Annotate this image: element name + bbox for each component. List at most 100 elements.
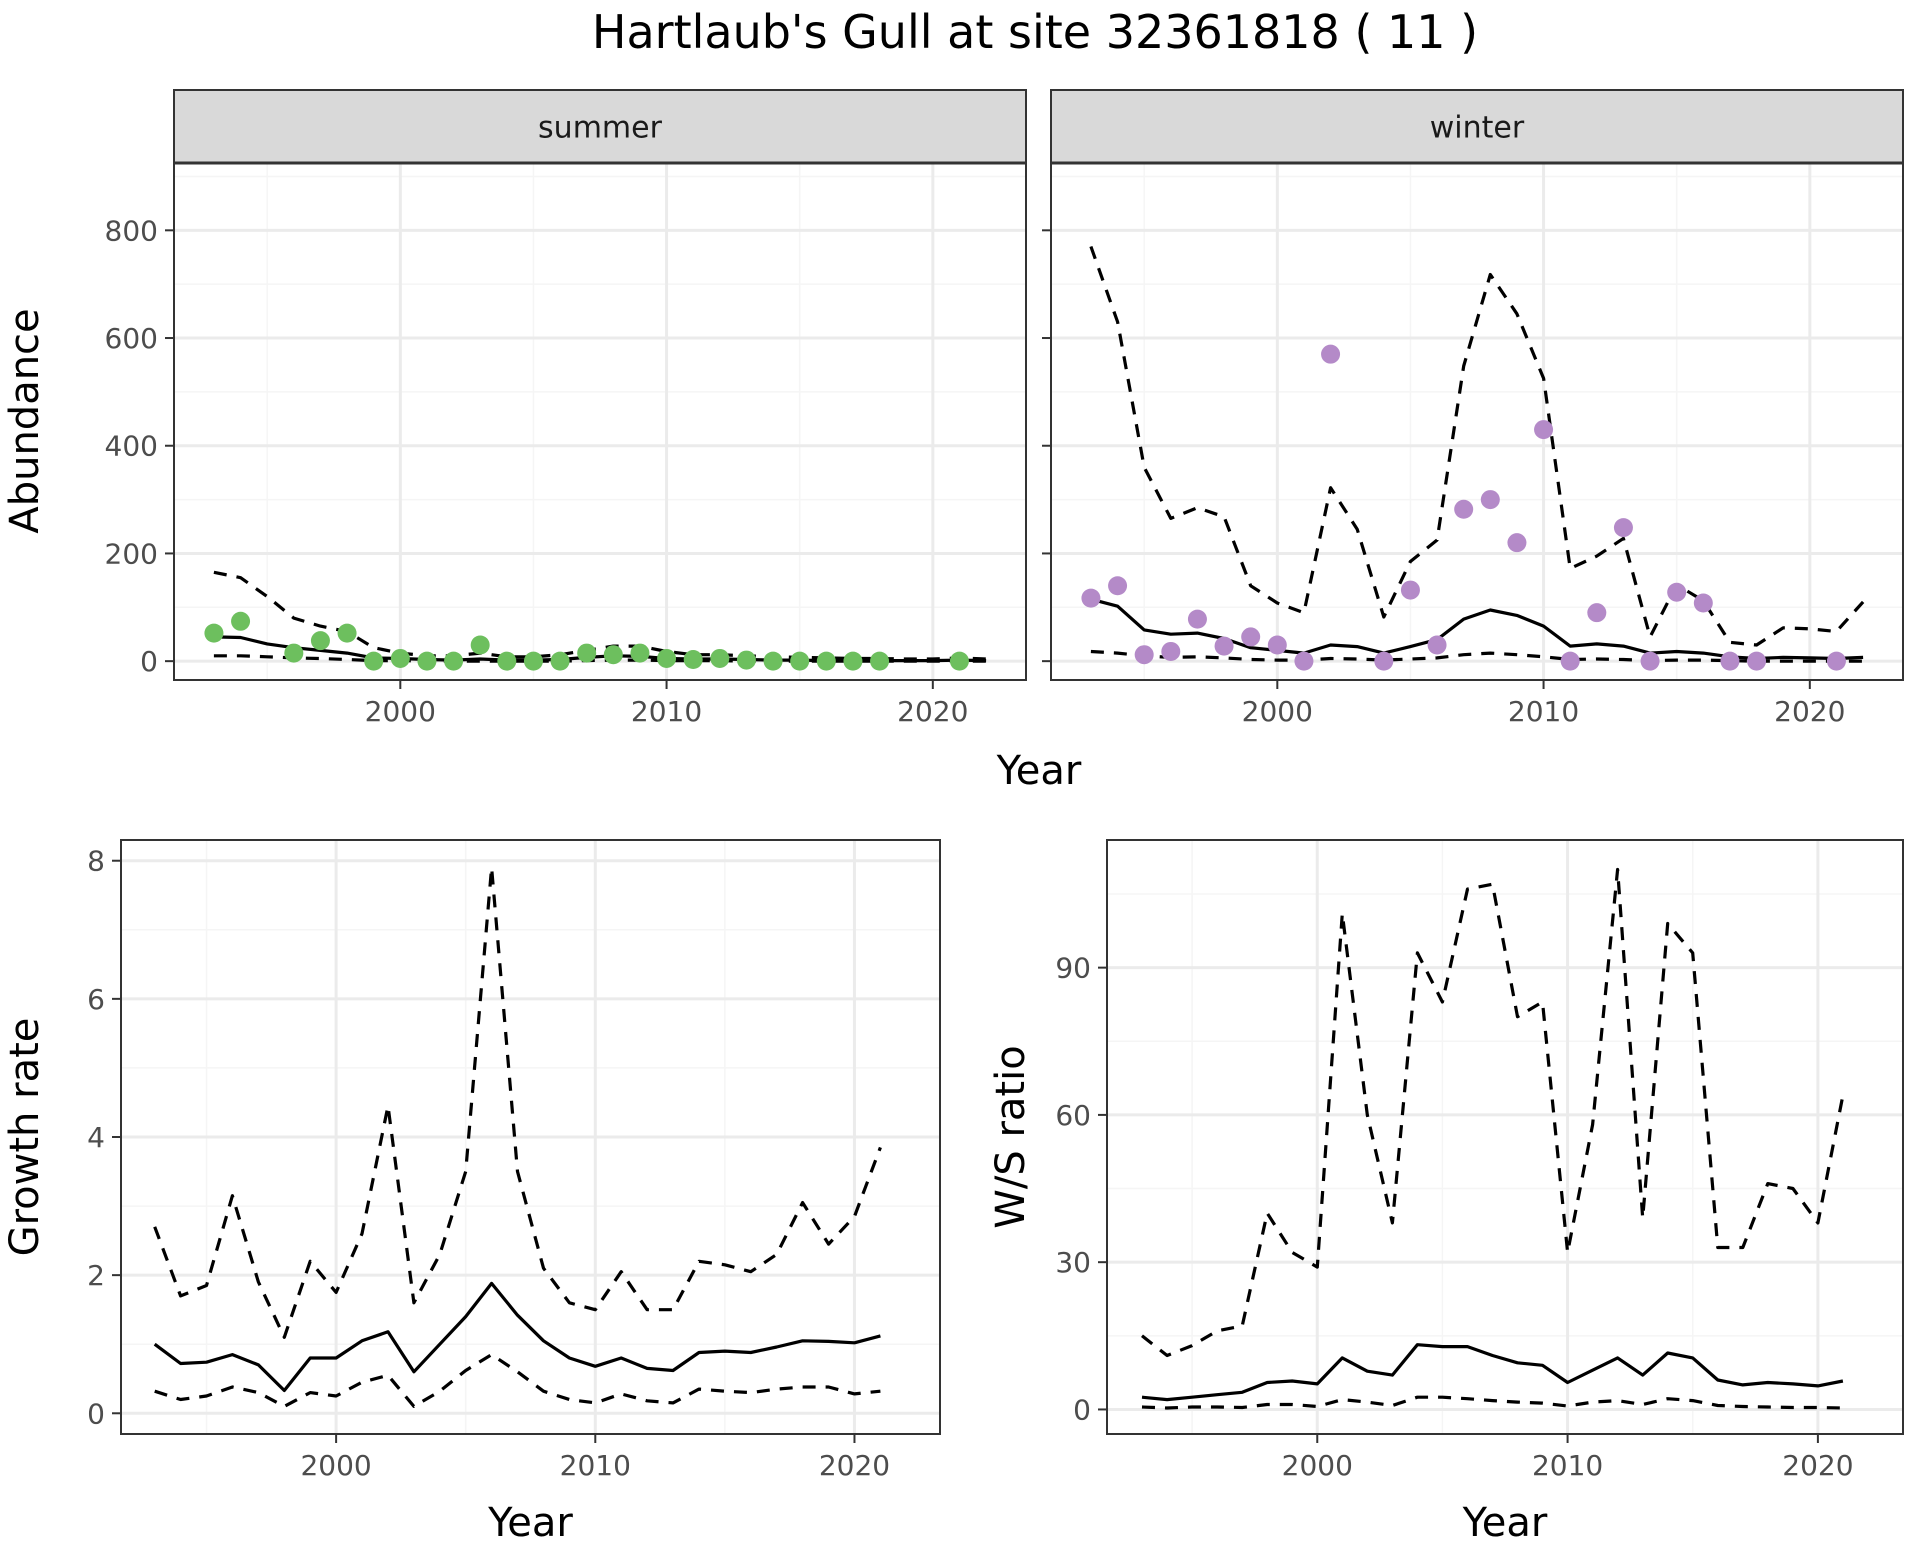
data-point (1187, 609, 1207, 629)
panel-background (1051, 163, 1903, 680)
data-point (657, 648, 677, 668)
data-point (497, 651, 517, 671)
y-tick-label: 600 (105, 322, 158, 355)
x-tick-label: 2000 (1282, 1449, 1353, 1482)
x-tick-label: 2000 (365, 695, 436, 728)
data-point (523, 651, 543, 671)
y-tick-label: 200 (105, 537, 158, 570)
data-point (470, 635, 490, 655)
data-point (1321, 344, 1341, 364)
data-point (390, 648, 410, 668)
x-tick-label: 2020 (819, 1449, 890, 1482)
x-axis-title-abundance: Year (996, 748, 1082, 794)
data-point (1400, 580, 1420, 600)
y-tick-label: 90 (1055, 952, 1091, 985)
series-line-mean (153, 1281, 881, 1393)
facet-strip (173, 89, 1027, 164)
panel-summer: 2000 2010 2020 0 200 400 600 800 summer (105, 89, 1027, 728)
series-line-lower (154, 1353, 881, 1408)
data-point (1693, 593, 1713, 613)
x-tick-label: 2020 (1774, 695, 1845, 728)
y-tick-label: 2 (87, 1259, 105, 1292)
x-tick-label: 2010 (1508, 695, 1579, 728)
data-point (1294, 651, 1314, 671)
series-line-upper (153, 866, 882, 1339)
y-tick-label: 8 (87, 845, 105, 878)
panel-border (1106, 839, 1904, 1435)
series-line-upper (1089, 245, 1865, 647)
data-point (870, 651, 890, 671)
panel-background (174, 163, 1026, 680)
data-point (1241, 627, 1261, 647)
data-point (1640, 651, 1660, 671)
data-point (683, 650, 703, 670)
data-point (310, 631, 330, 651)
data-point (1507, 533, 1527, 553)
y-tick-label: 800 (105, 214, 158, 247)
data-point (1134, 645, 1154, 665)
data-point (843, 651, 863, 671)
data-point (444, 651, 464, 671)
x-tick-label: 2020 (1782, 1449, 1853, 1482)
x-axis-title: Year (487, 1500, 573, 1546)
y-axis-title-abundance: Abundance (2, 308, 48, 533)
data-point (603, 645, 623, 665)
data-point (1826, 651, 1846, 671)
x-tick-label: 2010 (631, 695, 702, 728)
data-point (1560, 651, 1580, 671)
data-point (550, 651, 570, 671)
data-point (1161, 641, 1181, 661)
x-tick-label: 2010 (1532, 1449, 1603, 1482)
y-axis-title: W/S ratio (988, 1045, 1034, 1228)
data-point (1081, 588, 1101, 608)
data-point (790, 651, 810, 671)
data-point (1480, 490, 1500, 510)
data-point (231, 611, 251, 631)
figure-title: Hartlaub's Gull at site 32361818 ( 11 ) (592, 5, 1478, 59)
y-tick-label: 6 (87, 983, 105, 1016)
data-point (816, 651, 836, 671)
facet-strip (1050, 89, 1904, 164)
data-point (630, 643, 650, 663)
data-point (1667, 582, 1687, 602)
series-line-lower (1141, 1395, 1843, 1410)
data-point (1534, 420, 1554, 440)
data-point (1613, 518, 1633, 538)
y-tick-label: 0 (87, 1397, 105, 1430)
panel-ratio: 2000 2010 2020 0 30 60 90 Year W/S ratio (988, 839, 1904, 1546)
x-tick-label: 2020 (897, 695, 968, 728)
series-line-upper (1141, 867, 1845, 1358)
y-tick-label: 400 (105, 430, 158, 463)
series-line-mean (1141, 1343, 1844, 1402)
panel-winter: 2000 2010 2020 winter (1042, 89, 1904, 728)
data-point (1374, 651, 1394, 671)
data-point (1427, 635, 1447, 655)
data-point (1587, 603, 1607, 623)
data-point (337, 623, 357, 643)
data-point (577, 643, 597, 663)
y-axis-title: Growth rate (2, 1018, 48, 1257)
data-point (763, 651, 783, 671)
y-tick-label: 30 (1055, 1246, 1091, 1279)
data-point (1267, 635, 1287, 655)
data-point (364, 651, 384, 671)
y-tick-label: 60 (1055, 1099, 1091, 1132)
data-point (1108, 576, 1128, 596)
data-point (710, 648, 730, 668)
x-axis-title: Year (1462, 1500, 1548, 1546)
y-tick-label: 0 (1073, 1393, 1091, 1426)
data-point (204, 623, 224, 643)
panel-background (1107, 840, 1903, 1434)
data-point (949, 651, 969, 671)
x-tick-label: 2000 (1242, 695, 1313, 728)
data-point (1214, 636, 1234, 656)
facet-strip-label: winter (1430, 111, 1525, 146)
data-point (284, 643, 304, 663)
data-point (1720, 651, 1740, 671)
facet-strip-label: summer (538, 111, 663, 146)
data-point (1454, 499, 1474, 519)
x-tick-label: 2010 (560, 1449, 631, 1482)
y-tick-label: 4 (87, 1121, 105, 1154)
